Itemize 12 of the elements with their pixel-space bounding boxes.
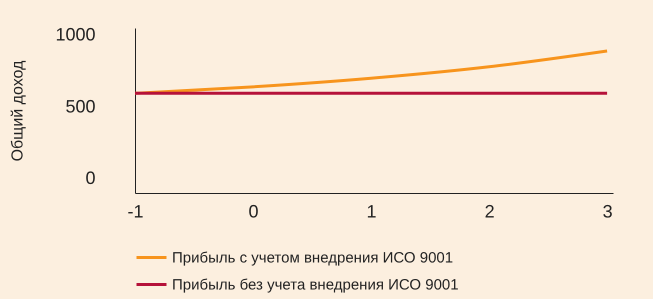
legend-label: Прибыль с учетом внедрения ИСО 9001 [172,250,454,266]
legend-label: Прибыль без учета внедрения ИСО 9001 [172,276,459,294]
line-series [134,49,609,95]
x-tick-label: -1 [127,202,144,222]
x-tick-label: 1 [366,202,377,222]
x-tick-label: 2 [484,202,495,222]
y-tick-label: 0 [85,168,96,188]
y-tick-label: 1000 [55,24,96,45]
y-tick-label: 500 [65,96,96,116]
y-axis-title: Общий доход [9,60,26,162]
x-tick-label: 3 [602,202,613,222]
x-tick-label: 0 [248,202,259,222]
